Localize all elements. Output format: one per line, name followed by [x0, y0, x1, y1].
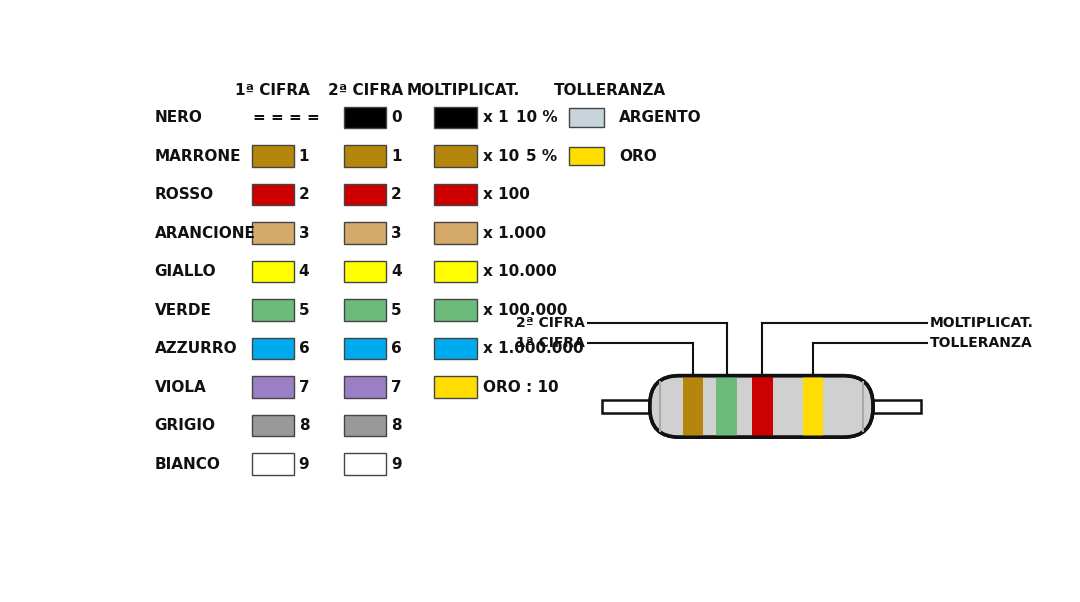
Bar — [434, 146, 476, 167]
Text: 1: 1 — [391, 149, 402, 164]
Text: 5 %: 5 % — [526, 149, 557, 164]
Text: 2: 2 — [299, 187, 309, 202]
Text: MOLTIPLICAT.: MOLTIPLICAT. — [930, 316, 1034, 330]
Text: 4: 4 — [391, 264, 402, 279]
Bar — [434, 184, 476, 205]
Bar — [434, 261, 476, 282]
Bar — [683, 376, 703, 437]
Bar — [345, 338, 387, 359]
Bar — [345, 299, 387, 321]
Text: 5: 5 — [391, 303, 402, 318]
Text: 6: 6 — [391, 341, 402, 356]
Bar — [252, 222, 294, 244]
Bar — [802, 376, 823, 437]
Text: 1ª CIFRA: 1ª CIFRA — [235, 83, 310, 98]
Text: x 100.000: x 100.000 — [483, 303, 567, 318]
Text: x 100: x 100 — [483, 187, 529, 202]
Text: 2: 2 — [391, 187, 402, 202]
Text: 10 %: 10 % — [516, 110, 557, 125]
Bar — [345, 415, 387, 436]
Bar — [434, 299, 476, 321]
Bar — [345, 222, 387, 244]
Text: ORO: ORO — [619, 149, 657, 164]
Bar — [345, 261, 387, 282]
Bar — [569, 108, 605, 127]
Text: 7: 7 — [391, 380, 402, 395]
Bar — [345, 453, 387, 475]
Text: GRIGIO: GRIGIO — [154, 418, 216, 433]
Text: BIANCO: BIANCO — [154, 457, 220, 472]
Text: = = = =: = = = = — [253, 110, 320, 125]
Bar — [252, 376, 294, 398]
Text: VERDE: VERDE — [154, 303, 212, 318]
Bar — [252, 261, 294, 282]
Text: 7: 7 — [299, 380, 309, 395]
Text: x 1.000.000: x 1.000.000 — [483, 341, 583, 356]
Text: 0: 0 — [391, 110, 402, 125]
Text: MOLTIPLICAT.: MOLTIPLICAT. — [406, 83, 519, 98]
Text: 8: 8 — [391, 418, 402, 433]
Bar — [252, 299, 294, 321]
Text: MARRONE: MARRONE — [154, 149, 241, 164]
Bar — [752, 376, 772, 437]
Text: 5: 5 — [299, 303, 309, 318]
Text: 1ª CIFRA: 1ª CIFRA — [516, 337, 585, 350]
Bar — [345, 376, 387, 398]
Text: ARGENTO: ARGENTO — [619, 110, 702, 125]
Text: 9: 9 — [391, 457, 402, 472]
Bar — [434, 222, 476, 244]
Bar — [252, 184, 294, 205]
Text: 3: 3 — [391, 226, 402, 241]
Text: 1: 1 — [299, 149, 309, 164]
Text: GIALLO: GIALLO — [154, 264, 216, 279]
Text: AZZURRO: AZZURRO — [154, 341, 238, 356]
Text: 2ª CIFRA: 2ª CIFRA — [516, 316, 585, 330]
Text: ORO : 10: ORO : 10 — [483, 380, 558, 395]
Text: NERO: NERO — [154, 110, 203, 125]
Text: VIOLA: VIOLA — [154, 380, 206, 395]
Bar — [252, 146, 294, 167]
Text: 3: 3 — [299, 226, 309, 241]
Bar — [345, 146, 387, 167]
Text: x 10: x 10 — [483, 149, 518, 164]
Bar — [569, 147, 605, 166]
FancyBboxPatch shape — [650, 376, 873, 437]
Text: 2ª CIFRA: 2ª CIFRA — [327, 83, 403, 98]
Text: x 1.000: x 1.000 — [483, 226, 545, 241]
Text: 9: 9 — [299, 457, 309, 472]
Bar — [602, 400, 650, 412]
Text: 6: 6 — [299, 341, 309, 356]
Bar — [716, 376, 737, 437]
Text: TOLLERANZA: TOLLERANZA — [930, 337, 1032, 350]
Text: ROSSO: ROSSO — [154, 187, 214, 202]
Text: 8: 8 — [299, 418, 309, 433]
Bar — [434, 338, 476, 359]
Text: TOLLERANZA: TOLLERANZA — [554, 83, 665, 98]
Bar — [434, 107, 476, 128]
Bar — [434, 376, 476, 398]
Bar — [873, 400, 921, 412]
Text: 4: 4 — [299, 264, 309, 279]
Text: x 10.000: x 10.000 — [483, 264, 556, 279]
Bar — [345, 184, 387, 205]
Bar — [252, 415, 294, 436]
Bar — [252, 453, 294, 475]
Bar — [345, 107, 387, 128]
Text: ARANCIONE: ARANCIONE — [154, 226, 256, 241]
Text: x 1: x 1 — [483, 110, 509, 125]
Bar — [252, 338, 294, 359]
